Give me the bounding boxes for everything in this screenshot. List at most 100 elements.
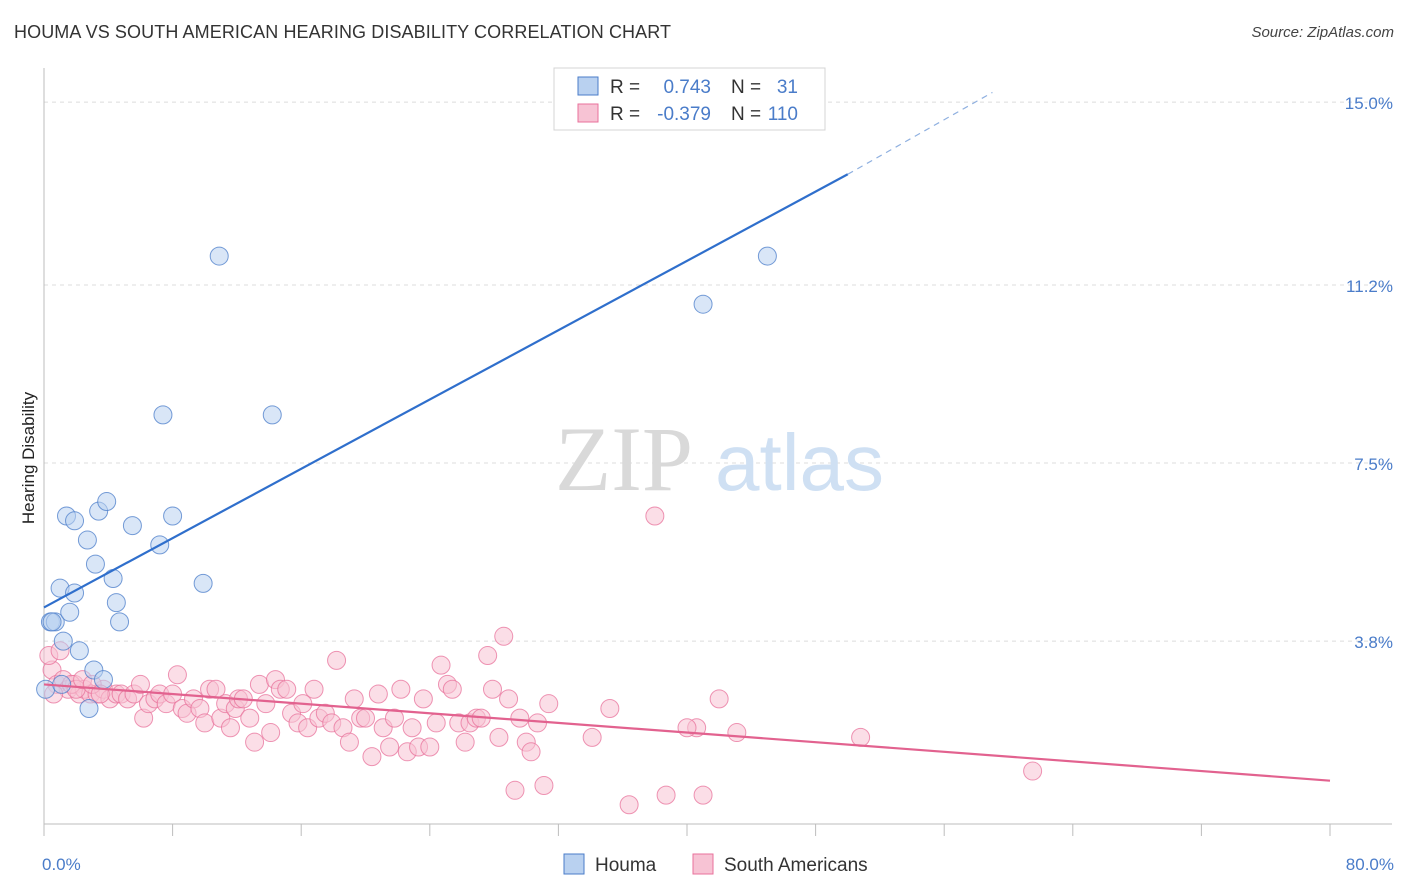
stats-legend: R = 0.743 N = 31 R = -0.379 N = 110 <box>553 67 826 131</box>
south-americans-point-54 <box>339 732 359 752</box>
south-americans-point-55 <box>344 689 364 709</box>
chart-title: HOUMA VS SOUTH AMERICAN HEARING DISABILI… <box>14 22 672 42</box>
south-americans-point-27 <box>195 713 215 733</box>
houma-point-6 <box>60 602 80 622</box>
houma-points <box>36 246 777 718</box>
legend-n-label-2: N = <box>731 104 761 125</box>
y-tick-label-1: 7.5% <box>1354 455 1393 474</box>
houma-point-16 <box>103 569 123 589</box>
south-americans-points <box>39 506 1043 815</box>
legend-n-value-2: 110 <box>768 104 798 125</box>
x-tick-label-max: 80.0% <box>1346 855 1394 874</box>
south-americans-point-72 <box>442 679 462 699</box>
south-americans-point-92 <box>619 795 639 815</box>
south-americans-point-97 <box>709 689 729 709</box>
south-americans-point-83 <box>505 780 525 800</box>
south-americans-point-90 <box>582 727 602 747</box>
south-americans-point-78 <box>478 646 498 666</box>
south-americans-point-39 <box>256 694 276 714</box>
houma-point-17 <box>106 593 126 613</box>
bottom-legend-houma: Houma <box>595 855 657 876</box>
legend-n-label-1: N = <box>731 77 761 98</box>
houma-trend-line <box>43 173 849 609</box>
south-americans-point-69 <box>426 713 446 733</box>
houma-point-12 <box>85 554 105 574</box>
legend-r-label-1: R = <box>610 77 640 98</box>
south-americans-point-89 <box>539 694 559 714</box>
south-americans-point-98 <box>727 723 747 743</box>
y-tick-label-2: 11.2% <box>1346 277 1393 296</box>
houma-point-18 <box>110 612 130 632</box>
south-americans-point-38 <box>249 674 269 694</box>
south-americans-point-62 <box>384 708 404 728</box>
watermark-zip: ZIP <box>555 408 693 510</box>
houma-point-25 <box>209 246 229 266</box>
south-americans-point-65 <box>402 718 422 738</box>
legend-r-value-2: -0.379 <box>657 104 711 125</box>
south-americans-point-43 <box>277 679 297 699</box>
south-americans-point-96 <box>693 785 713 805</box>
gridlines <box>44 101 1392 642</box>
houma-point-26 <box>262 405 282 425</box>
houma-point-15 <box>97 492 117 512</box>
south-americans-point-48 <box>304 679 324 699</box>
trend-lines <box>43 91 1331 782</box>
source-label: Source: ZipAtlas.com <box>1251 24 1394 41</box>
bottom-legend-south: South Americans <box>724 855 868 876</box>
south-americans-point-81 <box>494 626 514 646</box>
houma-point-22 <box>153 405 173 425</box>
south-americans-point-67 <box>413 689 433 709</box>
y-axis-label: Hearing Disability <box>19 391 38 524</box>
south-americans-point-79 <box>482 679 502 699</box>
houma-point-19 <box>79 698 99 718</box>
south-americans-point-15 <box>130 674 150 694</box>
houma-point-28 <box>757 246 777 266</box>
south-americans-point-59 <box>368 684 388 704</box>
bottom-legend-swatch-houma <box>563 853 585 875</box>
south-americans-point-52 <box>327 650 347 670</box>
houma-point-8 <box>65 511 85 531</box>
houma-point-9 <box>69 641 89 661</box>
houma-point-29 <box>42 612 62 632</box>
south-americans-point-32 <box>220 718 240 738</box>
south-americans-point-93 <box>645 506 665 526</box>
x-tick-label-min: 0.0% <box>42 855 81 874</box>
houma-point-27 <box>693 294 713 314</box>
y-tick-labels: 3.8% 7.5% 11.2% 15.0% <box>1345 94 1393 652</box>
south-americans-trend-line <box>43 683 1331 782</box>
south-americans-point-68 <box>420 737 440 757</box>
houma-point-23 <box>163 506 183 526</box>
houma-trend-extension <box>847 91 993 175</box>
houma-point-24 <box>193 573 213 593</box>
legend-swatch-south <box>577 103 599 123</box>
houma-point-4 <box>53 631 73 651</box>
houma-point-20 <box>122 516 142 536</box>
y-tick-label-0: 3.8% <box>1354 633 1393 652</box>
bottom-legend-swatch-south <box>692 853 714 875</box>
south-americans-point-88 <box>534 775 554 795</box>
south-americans-point-86 <box>521 742 541 762</box>
south-americans-point-94 <box>656 785 676 805</box>
south-americans-point-74 <box>455 732 475 752</box>
south-americans-point-57 <box>356 708 375 728</box>
series-legend: Houma South Americans <box>563 853 868 876</box>
south-americans-point-100 <box>1023 761 1043 781</box>
south-americans-point-99 <box>851 727 871 747</box>
south-americans-point-80 <box>489 727 509 747</box>
south-americans-point-36 <box>240 708 260 728</box>
south-americans-point-63 <box>391 679 411 699</box>
watermark-atlas: atlas <box>715 418 884 507</box>
south-americans-point-84 <box>510 708 530 728</box>
south-americans-point-37 <box>245 732 265 752</box>
south-americans-point-22 <box>167 665 187 685</box>
watermark: ZIP atlas <box>555 408 884 510</box>
south-americans-point-82 <box>499 689 519 709</box>
houma-point-10 <box>77 530 97 550</box>
south-americans-point-70 <box>431 655 451 675</box>
houma-point-14 <box>93 670 113 690</box>
south-americans-point-91 <box>600 698 620 718</box>
legend-r-value-1: 0.743 <box>663 77 711 98</box>
y-tick-label-3: 15.0% <box>1345 94 1393 113</box>
legend-r-label-2: R = <box>610 104 640 125</box>
